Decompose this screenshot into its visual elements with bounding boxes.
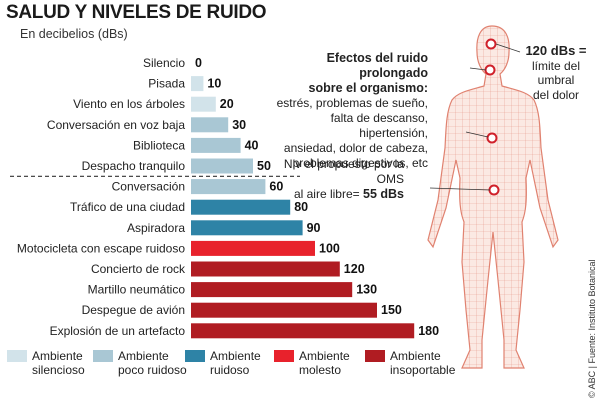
- effects-heading-line2: sobre el organismo:: [308, 81, 428, 95]
- legend-label: Ambiente: [210, 349, 261, 363]
- legend-swatch: [365, 350, 385, 362]
- value-label: 150: [381, 303, 402, 317]
- body-marker: [484, 64, 496, 76]
- category-label: Pisada: [148, 77, 185, 91]
- category-label: Conversación en voz baja: [47, 118, 185, 132]
- category-label: Viento en los árboles: [73, 97, 185, 111]
- human-body-illustration: [427, 25, 559, 369]
- bar: [191, 220, 303, 236]
- value-label: 20: [220, 97, 234, 111]
- body-marker: [486, 132, 498, 144]
- oms-note-prefix: al aire libre=: [293, 187, 363, 201]
- legend-label: Ambiente: [118, 349, 169, 363]
- oms-note-value: 55 dBs: [363, 187, 404, 201]
- category-label: Despegue de avión: [82, 303, 185, 317]
- legend-label: Ambiente: [299, 349, 350, 363]
- legend-swatch: [274, 350, 294, 362]
- bar-series: Silencio 0 Pisada 10 Viento en los árboles 20…: [10, 56, 439, 339]
- effects-line: estrés, problemas de sueño,: [276, 96, 428, 110]
- chart-title: SALUD Y NIVELES DE RUIDO: [6, 2, 267, 23]
- bar: [191, 76, 204, 92]
- effects-line: falta de descanso, hipertensión,: [330, 111, 428, 140]
- bar: [191, 302, 377, 318]
- body-outline: [427, 25, 559, 369]
- category-label: Explosión de un artefacto: [50, 324, 186, 338]
- bar: [191, 179, 266, 195]
- value-label: 10: [207, 77, 221, 91]
- value-label: 120: [344, 262, 365, 276]
- effects-line: problemas digestivos, etc: [292, 156, 428, 170]
- value-label: 90: [307, 221, 321, 235]
- legend-label: Ambiente: [32, 349, 83, 363]
- oms-reference-note: Niv el propuesto por la OMS al aire libr…: [262, 157, 404, 202]
- category-label: Martillo neumático: [88, 283, 186, 297]
- bar: [191, 323, 415, 339]
- oms-note-line2: al aire libre= 55 dBs: [262, 187, 404, 202]
- bar: [191, 282, 353, 298]
- bar: [191, 240, 315, 256]
- value-label: 0: [195, 56, 202, 70]
- category-label: Aspiradora: [127, 221, 185, 235]
- body-marker: [485, 38, 497, 50]
- effects-line: ansiedad, dolor de cabeza,: [283, 141, 428, 155]
- effects-heading-line1: Efectos del ruido prolongado: [326, 51, 428, 80]
- category-label: Concierto de rock: [91, 262, 186, 276]
- category-label: Despacho tranquilo: [82, 159, 186, 173]
- bar: [191, 158, 253, 174]
- bar: [191, 199, 291, 215]
- legend-label: Ambiente: [390, 349, 441, 363]
- pain-threshold-line: del dolor: [532, 87, 580, 102]
- value-label: 180: [418, 324, 439, 338]
- value-label: 60: [269, 180, 283, 194]
- effects-annotation: Efectos del ruido prolongado sobre el or…: [262, 51, 428, 171]
- category-label: Silencio: [143, 56, 185, 70]
- value-label: 50: [257, 159, 271, 173]
- body-marker: [488, 184, 500, 196]
- pain-threshold-note: 120 dBs = límite del umbral del dolor: [516, 43, 596, 102]
- category-label: Biblioteca: [133, 138, 185, 152]
- legend-swatch: [7, 350, 27, 362]
- category-label: Conversación: [112, 180, 185, 194]
- legend-swatch: [185, 350, 205, 362]
- legend-label: insoportable: [390, 363, 456, 377]
- value-label: 80: [294, 200, 308, 214]
- legend-label: molesto: [299, 363, 342, 377]
- source-credit: © ABC | Fuente: Instituto Botanical: [587, 259, 597, 398]
- bar: [191, 261, 340, 277]
- pain-threshold-line: umbral: [537, 73, 575, 87]
- category-label: Tráfico de una ciudad: [70, 200, 185, 214]
- body-markers: [429, 38, 521, 196]
- value-label: 30: [232, 118, 246, 132]
- pain-threshold-value: 120 dBs =: [525, 43, 587, 58]
- legend-swatch: [93, 350, 113, 362]
- legend-label: poco ruidoso: [118, 363, 187, 377]
- legend-label: ruidoso: [210, 363, 250, 377]
- oms-note-line1: Niv el propuesto por la OMS: [283, 157, 404, 186]
- legend-label: silencioso: [32, 363, 85, 377]
- chart-subtitle: En decibelios (dBs): [20, 27, 128, 41]
- bar: [191, 117, 229, 133]
- pain-threshold-line: límite del: [531, 58, 581, 73]
- value-label: 40: [245, 138, 259, 152]
- value-label: 130: [356, 283, 377, 297]
- bar: [191, 137, 241, 153]
- bar: [191, 96, 216, 112]
- value-label: 100: [319, 241, 340, 255]
- category-label: Motocicleta con escape ruidoso: [17, 241, 185, 255]
